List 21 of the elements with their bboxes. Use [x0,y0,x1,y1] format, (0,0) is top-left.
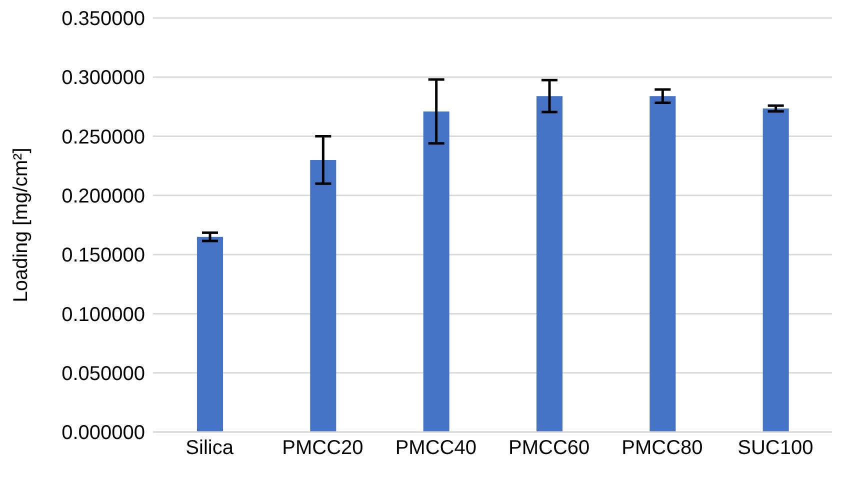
y-tick-label: 0.000000 [62,422,145,444]
y-tick-label: 0.300000 [62,67,145,90]
y-axis-title: Loading [mg/cm²] [10,148,32,302]
x-tick-label: PMCC80 [622,437,703,460]
x-tick-label: PMCC40 [395,437,476,460]
y-tick-label: 0.350000 [62,8,145,30]
x-tick-label: Silica [186,437,234,460]
bar [423,111,450,432]
bar [536,96,562,432]
x-tick-label: PMCC20 [282,437,364,460]
bar [197,236,223,432]
y-tick-label: 0.050000 [62,362,145,385]
x-tick-label: PMCC60 [508,437,590,460]
x-tick-label: SUC100 [738,437,814,460]
y-tick-label: 0.200000 [62,186,145,208]
y-tick-label: 0.250000 [62,126,145,148]
y-tick-label: 0.100000 [62,304,145,326]
y-tick-label: 0.150000 [62,244,145,267]
bar [650,96,676,432]
bar [310,160,336,432]
bar [762,108,789,432]
